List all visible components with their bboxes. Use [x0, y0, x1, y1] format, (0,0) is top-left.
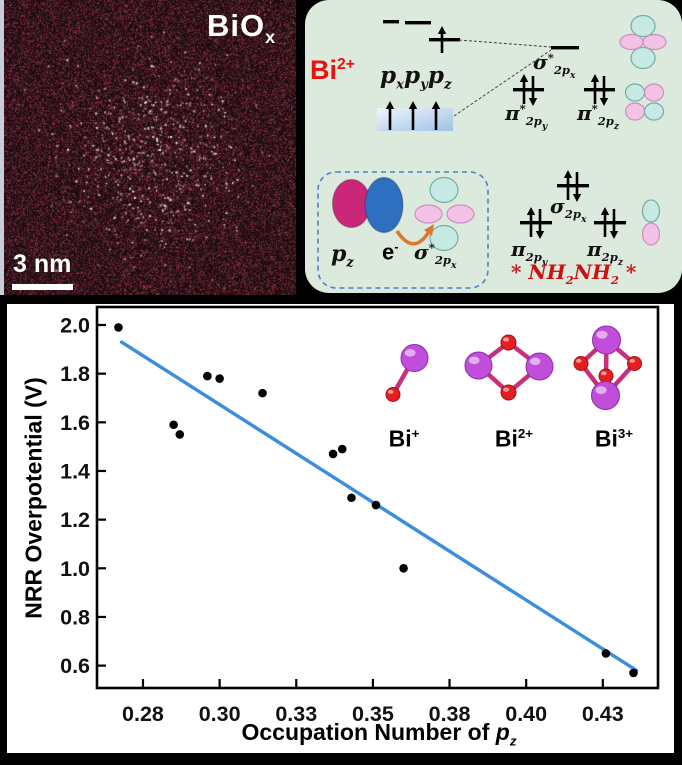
sigma-star-orbital-label: σ*2px — [414, 240, 457, 271]
svg-text:2.0: 2.0 — [60, 314, 90, 338]
svg-text:0.35: 0.35 — [352, 702, 394, 726]
mo-diagram-panel: Bi2+ pxpypz σ*2px π*2py π*2pz σ2px π2py … — [305, 0, 682, 293]
svg-text:0.40: 0.40 — [505, 702, 547, 726]
pz-orbital-label: pz — [331, 241, 354, 271]
scale-bar — [12, 284, 73, 290]
pi-star-2pz-label: π*2pz — [577, 101, 620, 132]
sigma-star-level-label: σ*2px — [533, 50, 576, 81]
p-orbitals-label: pxpypz — [380, 62, 452, 93]
sigma-2px-label: σ2px — [550, 194, 587, 225]
svg-text:1.0: 1.0 — [60, 557, 90, 581]
svg-text:0.30: 0.30 — [199, 702, 241, 726]
electron-label: e- — [382, 239, 399, 265]
svg-text:0.8: 0.8 — [60, 605, 90, 629]
pi-star-2py-label: π*2py — [505, 101, 548, 132]
svg-text:1.6: 1.6 — [60, 411, 90, 435]
bi2-structure-label: Bi2+ — [494, 425, 534, 452]
y-axis-label: NRR Overpotential (V) — [20, 377, 47, 619]
stem-micrograph-panel: BiOx 3 nm — [0, 0, 296, 295]
bi3-structure-label: Bi3+ — [594, 425, 634, 452]
stem-noise-image — [4, 0, 296, 295]
svg-text:0.33: 0.33 — [275, 702, 317, 726]
svg-text:0.28: 0.28 — [122, 702, 164, 726]
pi-2pz-label: π2pz — [587, 237, 624, 268]
bi1-structure-label: Bi+ — [388, 425, 420, 452]
ion-label: Bi2+ — [310, 55, 355, 85]
mo-diagram-graphics — [317, 14, 667, 289]
scatter-plot: 0.28 0.30 0.33 0.35 0.38 0.40 0.43 2.0 1.8 1.6 1.4… — [60, 305, 660, 726]
svg-text:1.8: 1.8 — [60, 362, 90, 386]
material-label: BiOx — [207, 8, 277, 48]
hydrazine-product-label: * NH2NH2 * — [511, 260, 637, 287]
svg-text:0.6: 0.6 — [60, 654, 90, 678]
scatter-chart-panel: 0.28 0.30 0.33 0.35 0.38 0.40 0.43 2.0 1.8 1.6 1.4… — [3, 300, 678, 757]
scale-bar-label: 3 nm — [13, 250, 72, 278]
svg-text:0.38: 0.38 — [429, 702, 471, 726]
x-axis-label: Occupation Number of pz — [241, 719, 517, 749]
svg-text:1.2: 1.2 — [60, 508, 90, 532]
svg-text:0.43: 0.43 — [582, 702, 624, 726]
micrograph-edge-strip — [0, 0, 4, 295]
pi-2py-label: π2py — [511, 237, 548, 268]
svg-text:1.4: 1.4 — [60, 459, 90, 483]
